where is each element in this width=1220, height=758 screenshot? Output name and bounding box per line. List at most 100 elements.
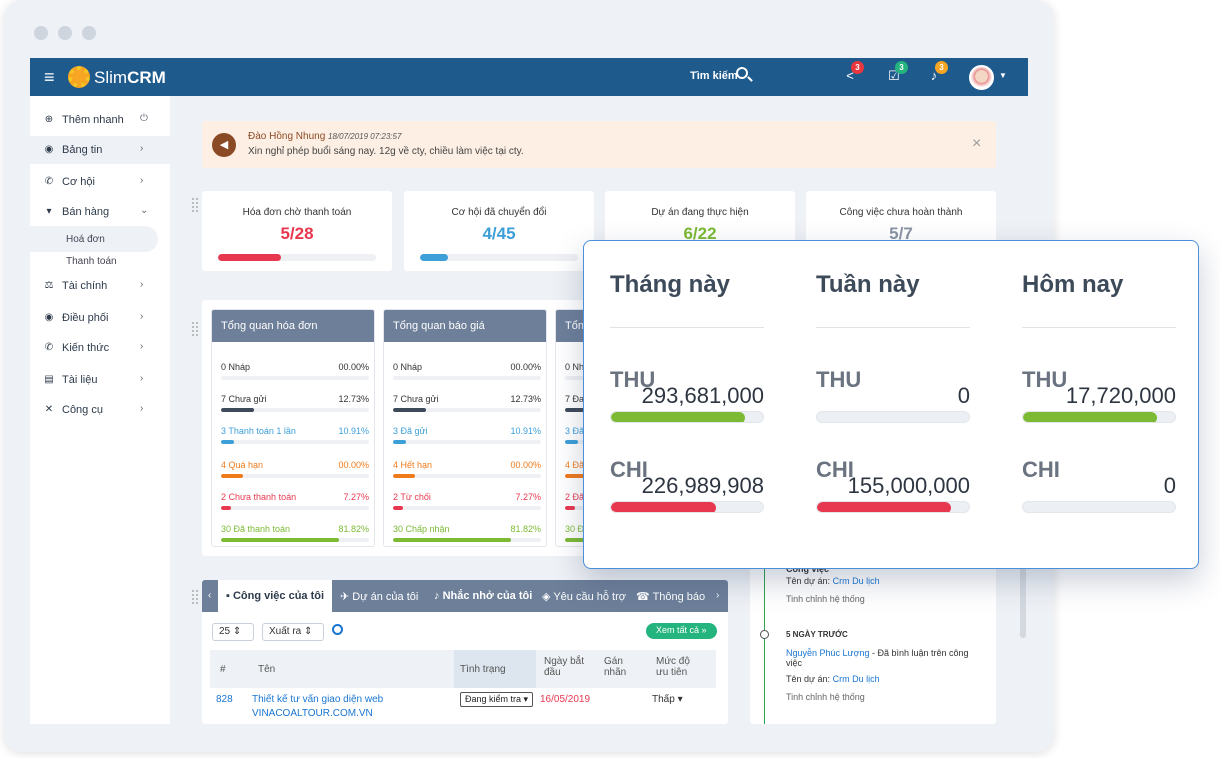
search-button[interactable]: Tìm kiếm	[690, 70, 738, 82]
drag-handle-icon[interactable]	[192, 322, 198, 336]
task-id[interactable]: 828	[216, 694, 233, 705]
tab-my-tasks[interactable]: ▪ Công việc của tôi	[218, 580, 333, 612]
task-status-dropdown[interactable]: Đang kiểm tra ▾	[460, 692, 534, 707]
overview-row[interactable]: 0 Nháp 00.00%	[221, 362, 369, 388]
window-dot-3[interactable]	[82, 26, 96, 40]
bell-icon[interactable]: ♪ 3	[926, 61, 948, 84]
drag-handle-icon[interactable]	[192, 198, 198, 212]
overview-row-percent: 12.73%	[510, 394, 541, 404]
window-dot-2[interactable]	[58, 26, 72, 40]
app-logo[interactable]: SlimCRM	[94, 68, 166, 87]
activity-subtitle: Tinh chỉnh hệ thống	[786, 594, 865, 604]
overview-row-label: 0 Nhá	[565, 362, 590, 372]
search-icon[interactable]	[332, 624, 343, 635]
overview-row[interactable]: 7 Chưa gửi 12.73%	[221, 394, 369, 420]
hamburger-menu-icon[interactable]: ≡	[44, 67, 55, 87]
search-icon[interactable]	[736, 67, 748, 79]
chevron-right-icon[interactable]: ›	[716, 590, 720, 601]
table-row[interactable]: 828 Thiết kế tư vấn giao diện web VINACO…	[210, 690, 716, 724]
sidebar-item-finance[interactable]: ⚖ Tài chính ›	[30, 272, 170, 300]
overview-row[interactable]: 4 Quá hạn 00.00%	[221, 460, 369, 486]
overview-row-label: 2 Từ chối	[393, 492, 431, 502]
announcement-banner: ◀ Đào Hồng Nhung 18/07/2019 07:23:57 Xin…	[202, 121, 996, 168]
export-select[interactable]: Xuất ra ⇕	[262, 623, 324, 641]
task-start-date: 16/05/2019	[540, 694, 591, 705]
overview-row[interactable]: 30 Đã thanh toán 81.82%	[221, 524, 369, 546]
sidebar-item-label: Tài chính	[62, 280, 108, 292]
announcement-author[interactable]: Đào Hồng Nhung	[248, 131, 326, 142]
chevron-right-icon: ›	[140, 175, 144, 186]
overview-row-label: 4 Đã	[565, 460, 585, 470]
overview-row[interactable]: 30 Chấp nhận 81.82%	[393, 524, 541, 546]
sidebar-subitem-payments[interactable]: Thanh toán	[30, 252, 158, 270]
sidebar-item-sales[interactable]: ▾ Bán hàng ⌄	[30, 198, 170, 226]
overview-row[interactable]: 0 Nháp 00.00%	[393, 362, 541, 388]
stat-value: 6/22	[683, 224, 717, 243]
stat-card[interactable]: Hóa đơn chờ thanh toán 5/28	[202, 191, 392, 271]
overview-row[interactable]: 4 Hết hạn 00.00%	[393, 460, 541, 486]
column-header-labels[interactable]: Gán nhãn	[604, 656, 627, 678]
page-size-select[interactable]: 25 ⇕	[212, 623, 254, 641]
user-avatar[interactable]	[969, 65, 994, 90]
overview-row-track	[393, 376, 541, 380]
close-icon[interactable]: ×	[972, 135, 982, 152]
sidebar-item-label: Công cụ	[62, 404, 103, 416]
overview-row[interactable]: 3 Đã gửi 10.91%	[393, 426, 541, 452]
phone-icon: ✆	[44, 342, 54, 353]
tab-my-projects[interactable]: ✈ Dự án của tôi	[340, 591, 419, 603]
overview-column: Tổng quan báo giá 0 Nháp 00.00% 7 Chưa gửi 1…	[383, 309, 547, 547]
sidebar-item-knowledge[interactable]: ✆ Kiến thức ›	[30, 334, 170, 362]
tab-notifications[interactable]: ☎ Thông báo	[636, 591, 706, 603]
tasks-panel: ‹ ▪ Công việc của tôi ✈ Dự án của tôi ♪ …	[202, 580, 728, 724]
overview-row-percent: 7.27%	[515, 492, 541, 502]
overview-row-fill	[565, 408, 598, 412]
activity-actor-link[interactable]: Nguyễn Phúc Lượng	[786, 648, 870, 658]
overview-row[interactable]: 3 Thanh toán 1 lần 10.91%	[221, 426, 369, 452]
overview-column-title[interactable]: Tổng quan báo giá	[384, 310, 546, 342]
income-progress-fill	[1023, 412, 1157, 422]
overview-row-percent: 12.73%	[338, 394, 369, 404]
tab-my-reminders[interactable]: ♪ Nhắc nhở của tôi	[434, 590, 533, 602]
overview-row-fill	[393, 440, 407, 444]
overview-row[interactable]: 7 Chưa gửi 12.73%	[393, 394, 541, 420]
overview-row[interactable]: 2 Chưa thanh toán 7.27%	[221, 492, 369, 518]
task-name-line1[interactable]: Thiết kế tư vấn giao diện web	[252, 694, 384, 705]
sidebar-item-coordination[interactable]: ◉ Điều phối ›	[30, 304, 170, 332]
column-header-id[interactable]: #	[220, 664, 226, 675]
share-icon[interactable]: <3	[842, 61, 864, 84]
sidebar-subitem-invoices[interactable]: Hoá đơn	[30, 226, 158, 252]
task-check-icon[interactable]: ☑ 3	[886, 61, 908, 84]
tab-support-requests[interactable]: ◈ Yêu cầu hỗ trợ	[542, 591, 626, 603]
window-dot-1[interactable]	[34, 26, 48, 40]
sidebar-item-documents[interactable]: ▤ Tài liệu ›	[30, 366, 170, 394]
task-priority-dropdown[interactable]: Thấp ▾	[652, 694, 683, 705]
see-all-button[interactable]: Xem tất cả »	[646, 623, 717, 639]
column-header-name[interactable]: Tên	[258, 664, 276, 675]
project-link[interactable]: Crm Du lịch	[832, 576, 880, 586]
expense-progress-track	[1022, 501, 1176, 513]
column-header-start-date[interactable]: Ngày bắt đầu	[544, 656, 585, 678]
column-header-priority[interactable]: Mức độ ưu tiên	[656, 656, 690, 678]
sidebar-item-label: Bán hàng	[62, 206, 110, 218]
window-controls	[34, 26, 106, 45]
overview-column-title[interactable]: Tổng quan hóa đơn	[212, 310, 374, 342]
sidebar-item-quick-add[interactable]: ⊕ Thêm nhanh ⏻	[30, 106, 170, 134]
avatar-caret-icon[interactable]: ▼	[999, 71, 1007, 80]
dashboard-icon: ◉	[44, 144, 54, 155]
power-icon[interactable]: ⏻	[140, 113, 148, 124]
sidebar-item-dashboard[interactable]: ◉ Bảng tin ›	[30, 136, 170, 164]
overview-row[interactable]: 2 Từ chối 7.27%	[393, 492, 541, 518]
sidebar-item-opportunities[interactable]: ✆ Cơ hội ›	[30, 168, 170, 196]
drag-handle-icon[interactable]	[192, 590, 198, 604]
activity-subtitle: Tinh chỉnh hệ thống	[786, 692, 865, 702]
stat-card[interactable]: Cơ hội đã chuyển đổi 4/45	[404, 191, 594, 271]
chevron-left-icon[interactable]: ‹	[208, 590, 212, 601]
sidebar-item-label: Thêm nhanh	[62, 114, 124, 126]
project-link[interactable]: Crm Du lịch	[832, 674, 880, 684]
sidebar-item-label: Kiến thức	[62, 342, 110, 354]
overview-row-label: 7 Chưa gửi	[393, 394, 439, 404]
sidebar-item-tools[interactable]: ✕ Công cụ ›	[30, 396, 170, 424]
task-status-value: Đang kiểm tra	[465, 694, 522, 704]
column-header-status[interactable]: Tình trạng	[454, 650, 536, 688]
task-name-line2[interactable]: VINACOALTOUR.COM.VN	[252, 708, 373, 719]
